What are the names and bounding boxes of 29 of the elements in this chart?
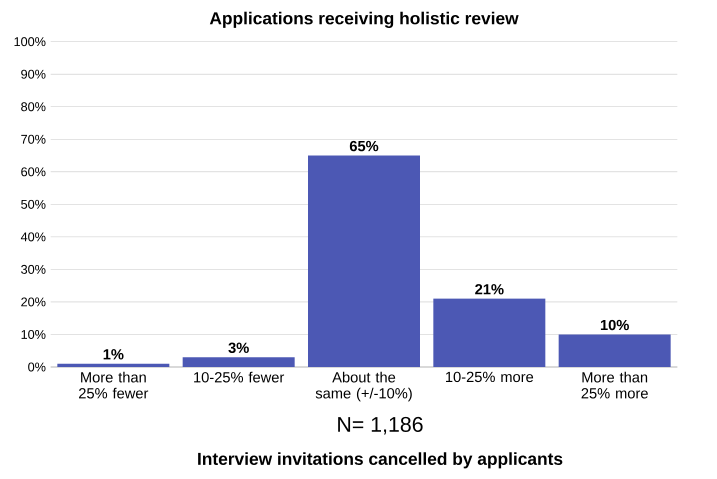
x-tick-label: More than 25% more <box>582 372 648 398</box>
y-tick-label: 50% <box>21 200 46 209</box>
data-label: 3% <box>228 342 249 353</box>
bar <box>558 334 671 367</box>
y-tick-label: 100% <box>14 37 46 46</box>
y-tick-label: 40% <box>20 232 46 242</box>
y-tick-label: 70% <box>21 134 46 144</box>
x-tick-label: 10-25% fewer <box>194 372 284 382</box>
bar <box>57 364 170 367</box>
text: Interview invitations cancelled by applicants <box>198 452 562 468</box>
bar <box>308 156 420 367</box>
y-tick-label: 10% <box>22 330 46 339</box>
x-tick-label: 10-25% more <box>446 372 534 382</box>
y-tick-label: 0% <box>28 362 46 372</box>
data-label: 1% <box>104 349 124 360</box>
y-tick-label: 30% <box>21 264 46 274</box>
y-tick-label: 60% <box>21 167 46 176</box>
y-tick-label: 80% <box>21 102 46 112</box>
x-tick-label: About the same (+/-10%) <box>316 372 412 402</box>
text: N= 1,186 <box>338 416 423 434</box>
data-label: 10% <box>600 320 629 330</box>
y-tick-label: 90% <box>21 70 46 79</box>
y-tick-label: 20% <box>21 297 46 306</box>
chart-title: Applications receiving holistic review <box>210 12 519 28</box>
data-label: 65% <box>350 140 378 152</box>
x-tick-label: More than 25% fewer <box>79 372 148 398</box>
bar <box>433 298 546 367</box>
data-label: 21% <box>475 284 504 294</box>
bar <box>182 357 295 367</box>
